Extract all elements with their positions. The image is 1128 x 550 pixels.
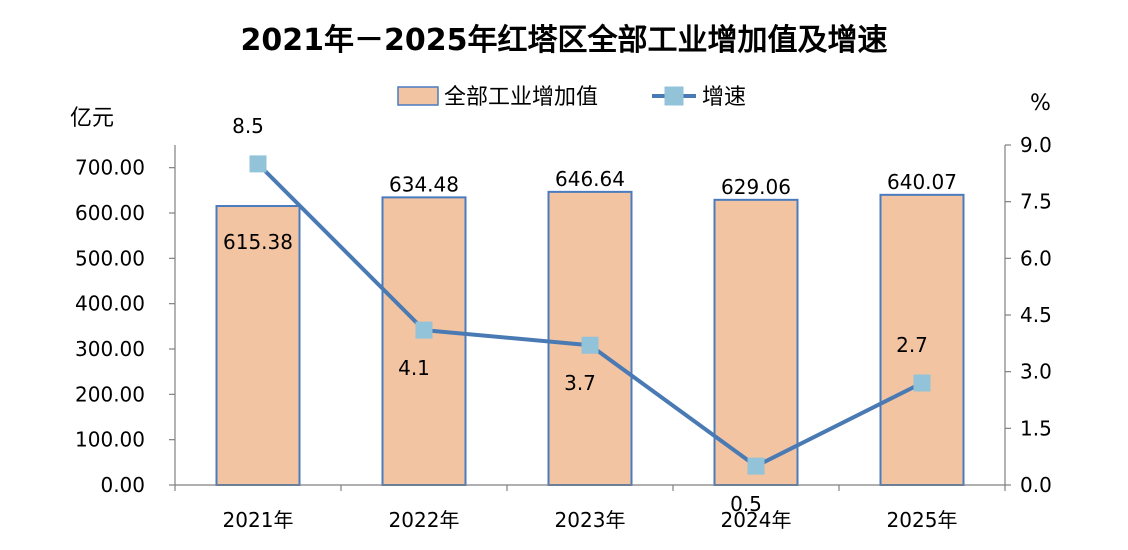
left-tick-label: 400.00 xyxy=(75,292,145,316)
legend-bar-swatch xyxy=(397,86,439,106)
growth-line-series xyxy=(249,155,931,475)
growth-value-label: 2.7 xyxy=(896,333,928,357)
right-tick-label: 4.5 xyxy=(1020,303,1052,327)
left-tick-label: 200.00 xyxy=(75,382,145,406)
legend-bar-label: 全部工业增加值 xyxy=(444,85,598,110)
right-tick-label: 3.0 xyxy=(1020,360,1052,384)
x-tick-label: 2021年 xyxy=(223,508,294,532)
right-axis-ticks: 0.0 1.5 3.0 4.5 6.0 7.5 9.0 xyxy=(1005,133,1052,497)
right-tick-label: 9.0 xyxy=(1020,133,1052,157)
bar-value-label: 640.07 xyxy=(887,170,957,194)
chart-title: 2021年－2025年红塔区全部工业增加值及增速 xyxy=(241,23,888,58)
legend-line-marker xyxy=(664,86,684,106)
growth-marker xyxy=(415,321,433,339)
x-tick-label: 2022年 xyxy=(389,508,460,532)
x-axis-ticks: 2021年 2022年 2023年 2024年 2025年 xyxy=(223,508,958,532)
x-tick-label: 2025年 xyxy=(887,508,958,532)
growth-value-label: 3.7 xyxy=(564,371,596,395)
right-tick-label: 6.0 xyxy=(1020,246,1052,270)
left-axis-unit: 亿元 xyxy=(70,106,114,131)
left-axis-ticks: 0.00 100.00 200.00 300.00 400.00 500.00 600.00… xyxy=(75,156,175,497)
bar-data-labels: 615.38 634.48 646.64 629.06 640.07 xyxy=(223,167,957,254)
bar xyxy=(381,196,467,486)
left-tick-label: 500.00 xyxy=(75,246,145,270)
bar xyxy=(879,193,965,486)
growth-value-label: 0.5 xyxy=(730,492,762,516)
bar-value-label: 634.48 xyxy=(389,172,459,196)
growth-value-label: 8.5 xyxy=(232,114,264,138)
left-tick-label: 700.00 xyxy=(75,156,145,180)
x-tick-label: 2024年 xyxy=(721,508,792,532)
growth-value-label: 4.1 xyxy=(398,356,430,380)
bar-value-label: 629.06 xyxy=(721,175,791,199)
right-tick-label: 7.5 xyxy=(1020,190,1052,214)
bar xyxy=(713,198,799,486)
left-tick-label: 600.00 xyxy=(75,201,145,225)
growth-marker xyxy=(249,155,267,173)
right-tick-label: 0.0 xyxy=(1020,473,1052,497)
line-data-labels: 8.5 4.1 3.7 0.5 2.7 xyxy=(232,114,928,516)
legend: 全部工业增加值 增速 xyxy=(397,85,746,110)
left-tick-label: 0.00 xyxy=(100,473,145,497)
growth-marker xyxy=(747,457,765,475)
legend-line-label: 增速 xyxy=(702,85,746,110)
growth-marker xyxy=(913,374,931,392)
bar-value-label: 615.38 xyxy=(223,230,293,254)
bar-value-label: 646.64 xyxy=(555,167,625,191)
left-tick-label: 300.00 xyxy=(75,337,145,361)
left-tick-label: 100.00 xyxy=(75,428,145,452)
x-tick-label: 2023年 xyxy=(555,508,626,532)
growth-marker xyxy=(581,336,599,354)
right-axis-unit: % xyxy=(1030,91,1051,116)
right-tick-label: 1.5 xyxy=(1020,416,1052,440)
